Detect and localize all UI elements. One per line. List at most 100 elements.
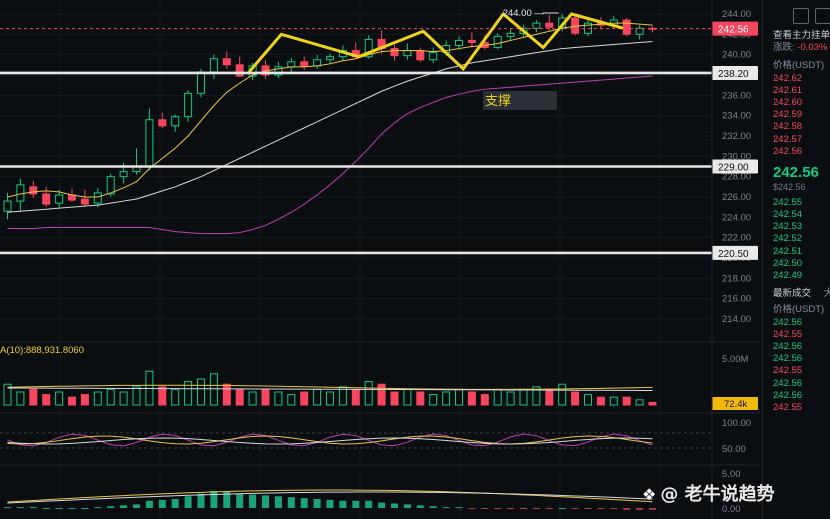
bid-row[interactable]: 242.52 (773, 233, 803, 245)
price-tick-label: 218.00 (722, 273, 751, 284)
panel-title[interactable]: 查看主力挂单 (773, 30, 830, 41)
volume-bar (467, 391, 476, 406)
volume-bar (29, 388, 38, 406)
ask-row[interactable]: 242.60 (773, 96, 803, 108)
watermark-handle: @ 老牛说趋势 (660, 484, 775, 505)
candle-down (390, 48, 399, 57)
macd-bar (133, 504, 140, 508)
macd-bar (55, 508, 63, 509)
macd-bar (197, 493, 205, 508)
candle-up (16, 184, 25, 202)
last-price-usd: $242.56 (773, 181, 806, 192)
macd-bar (326, 499, 334, 508)
current-price-tag-bg (712, 21, 758, 36)
candle-down (80, 198, 89, 205)
current-price-tag-text: 242.56 (718, 25, 749, 36)
macd-bar (571, 508, 579, 509)
support-label-bg (483, 91, 557, 110)
volume-bar (261, 388, 270, 406)
ask-row[interactable]: 242.57 (773, 133, 803, 145)
candle-down (622, 19, 631, 35)
volume-bar (442, 391, 451, 406)
price-tick-label: 236.00 (722, 90, 751, 101)
ask-row[interactable]: 242.59 (773, 109, 803, 121)
rsi-line-1 (7, 433, 653, 447)
macd-bar (520, 508, 527, 509)
macd-bar (532, 508, 540, 509)
volume-tick-label: 5.00M (722, 354, 748, 365)
trades-price-header: 价格(USDT) (773, 304, 825, 316)
bids-list: 242.55 242.54 242.53 242.52 242.51 242.50 242.… (763, 197, 830, 282)
trade-row: 242.55 (773, 365, 803, 377)
macd-bar (236, 493, 244, 508)
watermark: ❖ @ 老牛说趋势 (642, 480, 775, 506)
volume-ma-line-2 (7, 387, 653, 391)
trades-list: 242.56 242.55 242.56 242.56 242.55 242.56 242.… (763, 317, 830, 415)
macd-bar (145, 500, 153, 508)
volume-bar (287, 394, 296, 406)
trade-row: 242.55 (773, 328, 803, 340)
candle-down (29, 186, 38, 195)
volume-bar (403, 388, 412, 406)
macd-bar (507, 508, 515, 509)
macd-bar (403, 504, 411, 508)
support-label: 支撑 (485, 94, 511, 109)
candle-up (287, 61, 296, 68)
volume-bar (313, 388, 322, 406)
volume-ma-label: A(10):888,931.8060 (0, 345, 84, 356)
macd-bar (365, 500, 373, 508)
macd-bar (416, 505, 424, 508)
bid-row[interactable]: 242.49 (773, 270, 803, 281)
bid-row[interactable]: 242.55 (773, 196, 803, 208)
volume-bar (93, 391, 102, 406)
trade-row: 242.56 (773, 389, 803, 401)
candle-up (184, 92, 193, 118)
volume-bar (390, 391, 399, 406)
volume-bar (596, 396, 605, 406)
volume-bar (506, 391, 515, 406)
candle-up (455, 39, 463, 47)
volume-bar (571, 391, 580, 406)
volume-bar (351, 388, 360, 406)
bid-row[interactable]: 242.54 (773, 209, 803, 221)
high-label: 244.00 — (503, 8, 545, 19)
volume-bar (42, 394, 51, 406)
ask-row[interactable]: 242.58 (773, 121, 803, 133)
volume-bar (493, 388, 502, 406)
macd-bar (171, 499, 179, 508)
price-tick-label: 226.00 (722, 192, 751, 203)
bid-row[interactable]: 242.50 (773, 257, 803, 269)
price-tick-label: 230.00 (722, 151, 751, 162)
grid-icon[interactable] (815, 8, 830, 24)
macd-bar (184, 496, 192, 508)
macd-bar (352, 500, 360, 508)
layout-icon[interactable] (793, 8, 809, 24)
candlestick-chart[interactable]: 244.00242.00240.00238.00236.00234.00232.… (0, 0, 760, 519)
price-tick-label: 214.00 (722, 314, 751, 325)
macd-bar (584, 508, 592, 509)
tab-latest-trades[interactable]: 最新成交 (773, 288, 812, 300)
candle-down (545, 22, 554, 28)
volume-bar (119, 391, 128, 406)
volume-bar (300, 391, 309, 406)
bid-row[interactable]: 242.53 (773, 221, 803, 233)
macd-bar (313, 499, 321, 508)
tab-large-trades[interactable]: 大 (824, 288, 830, 299)
candle-up (326, 56, 334, 61)
price-tick-label: 228.00 (722, 172, 751, 183)
ask-row[interactable]: 242.56 (773, 145, 803, 157)
volume-bar (377, 383, 386, 406)
macd-bar (274, 496, 282, 508)
macd-bar (4, 507, 11, 509)
ask-row[interactable]: 242.62 (773, 72, 803, 84)
level-tag-bg (712, 65, 758, 80)
macd-bar (158, 499, 166, 508)
macd-bar (94, 507, 102, 509)
macd-bar (120, 505, 128, 508)
macd-bar (223, 491, 231, 508)
volume-bar (519, 388, 528, 406)
volume-bar (480, 394, 489, 406)
ask-row[interactable]: 242.61 (773, 84, 803, 96)
candle-up (274, 66, 283, 76)
bid-row[interactable]: 242.51 (773, 245, 803, 257)
